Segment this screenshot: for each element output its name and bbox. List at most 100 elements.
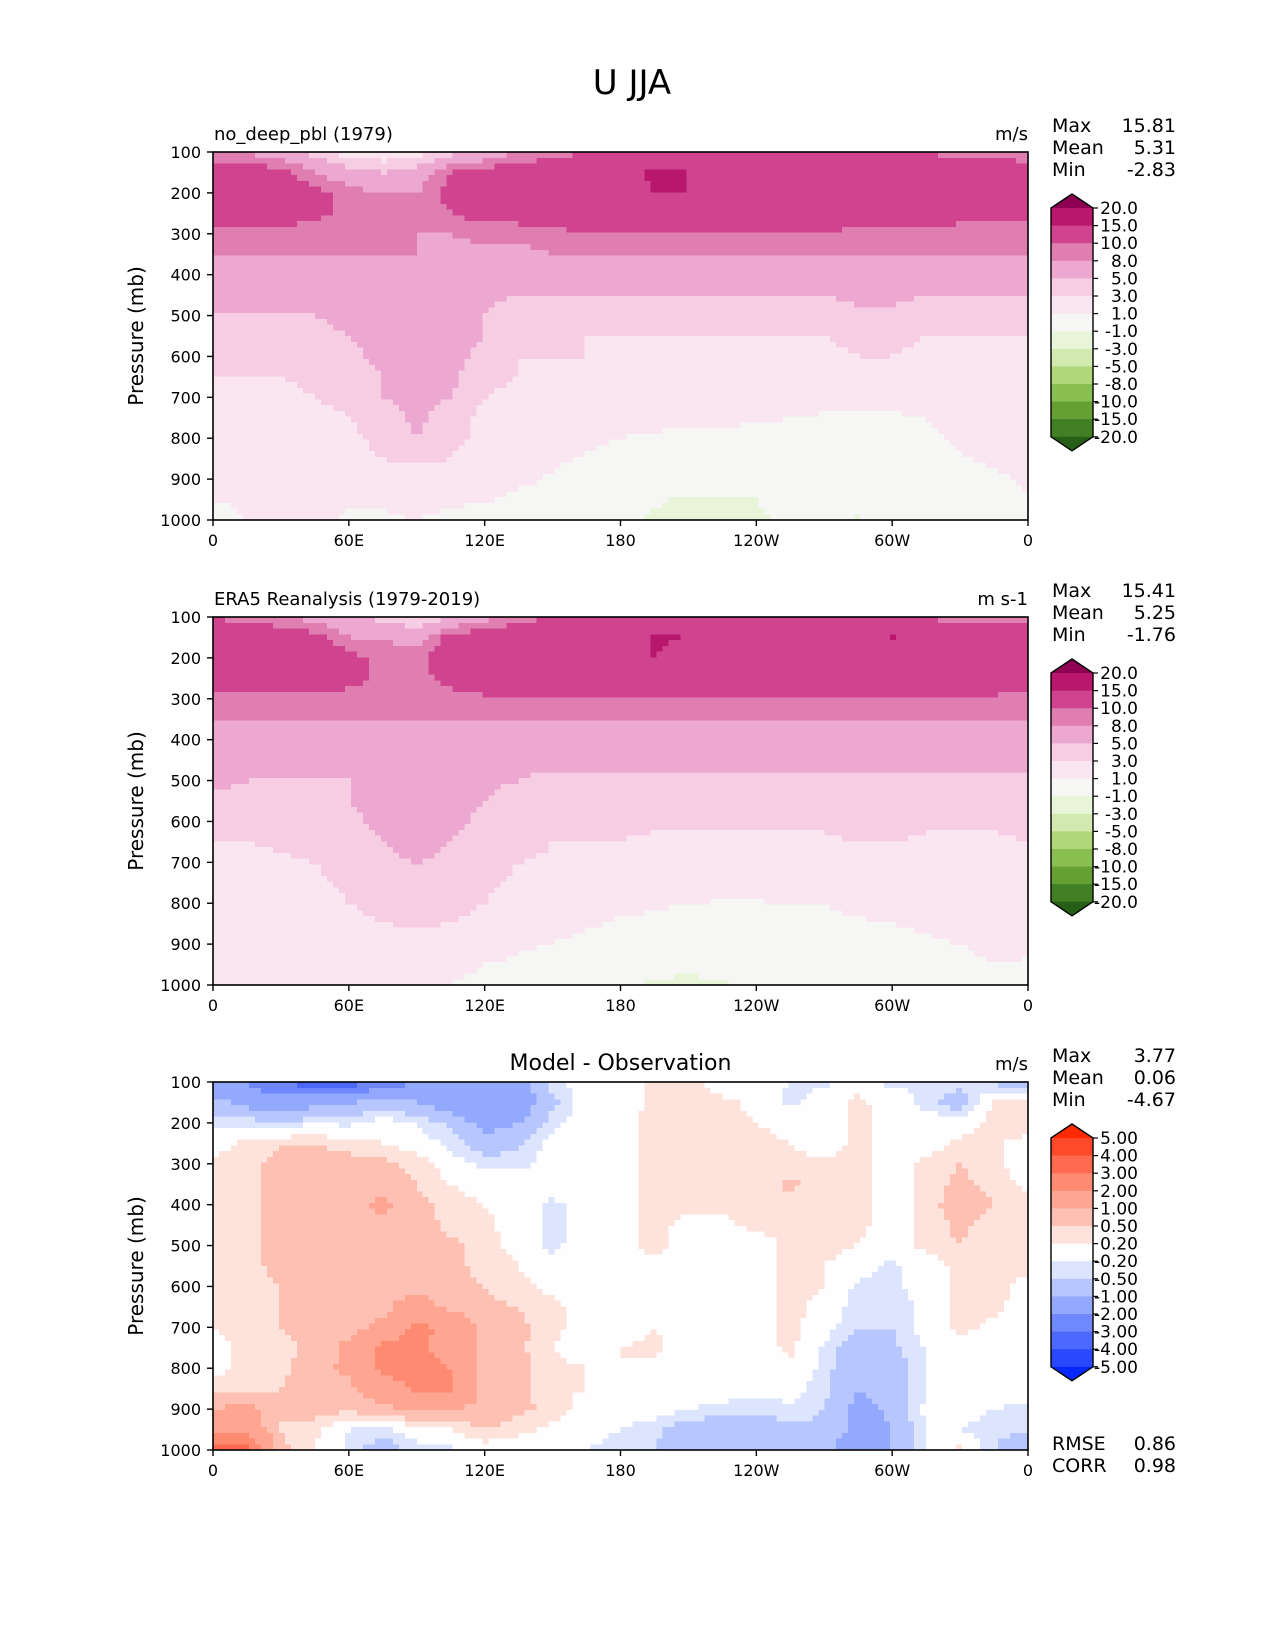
contour-cell bbox=[213, 956, 508, 963]
contour-cell bbox=[404, 410, 430, 418]
contour-cell bbox=[998, 1312, 1029, 1319]
contour-cell bbox=[776, 1289, 819, 1296]
contour-cell bbox=[213, 783, 232, 791]
contour-cell bbox=[404, 1421, 472, 1428]
contour-cell bbox=[278, 1421, 334, 1428]
contour-cell bbox=[350, 1122, 418, 1129]
contour-cell bbox=[338, 1409, 358, 1417]
contour-cell bbox=[872, 1110, 939, 1118]
contour-cell bbox=[398, 852, 436, 860]
contour-cell bbox=[512, 376, 1029, 383]
contour-cell bbox=[974, 950, 1029, 957]
contour-cell bbox=[890, 1438, 915, 1445]
contour-cell bbox=[974, 1128, 1029, 1135]
contour-cell bbox=[914, 1208, 945, 1215]
contour-cell bbox=[740, 1099, 783, 1106]
contour-cell bbox=[470, 818, 1029, 825]
contour-cell bbox=[722, 1093, 783, 1100]
contour-cell bbox=[638, 1122, 759, 1129]
contour-cell bbox=[890, 1427, 915, 1434]
x-tick-label: 60W bbox=[874, 1461, 910, 1480]
x-tick-label: 60W bbox=[874, 996, 910, 1015]
contour-field bbox=[213, 1082, 1029, 1451]
contour-cell bbox=[950, 1312, 999, 1319]
contour-cell bbox=[920, 1105, 951, 1112]
contour-cell bbox=[213, 439, 370, 446]
contour-cell bbox=[213, 628, 310, 635]
contour-cell bbox=[254, 1438, 274, 1445]
y-tick-label: 1000 bbox=[160, 511, 201, 530]
contour-cell bbox=[213, 875, 328, 883]
contour-cell bbox=[776, 1300, 807, 1307]
contour-cell bbox=[638, 1202, 873, 1210]
contour-cell bbox=[213, 502, 232, 510]
contour-cell bbox=[213, 864, 322, 871]
contour-cell bbox=[536, 1093, 556, 1100]
contour-cell bbox=[884, 1260, 897, 1267]
contour-cell bbox=[992, 1202, 1029, 1210]
contour-cell bbox=[476, 1375, 532, 1382]
contour-cell bbox=[290, 1363, 334, 1371]
contour-cell bbox=[902, 1266, 951, 1273]
contour-cell bbox=[848, 1099, 867, 1106]
contour-cell bbox=[938, 617, 1029, 624]
contour-cell bbox=[998, 1082, 1029, 1089]
contour-cell bbox=[470, 1317, 526, 1325]
colorbar-tick-label: 20.0 bbox=[1100, 664, 1138, 684]
contour-cell bbox=[332, 192, 442, 199]
contour-cell bbox=[914, 1237, 957, 1244]
contour-cell bbox=[416, 1151, 454, 1158]
contour-cell bbox=[506, 956, 987, 963]
contour-cell bbox=[974, 1105, 993, 1112]
contour-cell bbox=[548, 1248, 556, 1256]
contour-cell bbox=[950, 1306, 1005, 1313]
x-tick-label: 0 bbox=[1023, 996, 1033, 1015]
contour-cell bbox=[926, 1398, 1029, 1405]
contour-cell bbox=[914, 1214, 945, 1221]
colorbar-tick-label: 5.0 bbox=[1111, 269, 1138, 289]
contour-cell bbox=[284, 1329, 358, 1336]
contour-cell bbox=[213, 1225, 262, 1233]
contour-cell bbox=[638, 1225, 670, 1233]
contour-cell bbox=[260, 1444, 274, 1451]
contour-cell bbox=[213, 1444, 250, 1451]
contour-cell bbox=[644, 175, 688, 182]
contour-cell bbox=[602, 1438, 658, 1445]
contour-cell bbox=[344, 180, 424, 188]
contour-cell bbox=[326, 318, 484, 326]
contour-cell bbox=[458, 1185, 640, 1192]
contour-cell bbox=[488, 1438, 604, 1445]
contour-cell bbox=[938, 1202, 993, 1210]
contour-cell bbox=[356, 1082, 406, 1089]
contour-cell bbox=[986, 1208, 1029, 1215]
colorbar-tick-label: 2.00 bbox=[1100, 1182, 1138, 1202]
contour-cell bbox=[213, 1214, 262, 1221]
contour-cell bbox=[213, 1248, 262, 1256]
contour-cell bbox=[374, 451, 454, 458]
contour-cell bbox=[530, 1358, 568, 1365]
contour-cell bbox=[254, 841, 388, 848]
contour-cell bbox=[914, 1421, 927, 1428]
contour-cell bbox=[896, 634, 1029, 641]
contour-cell bbox=[968, 1110, 987, 1118]
contour-cell bbox=[398, 1145, 448, 1152]
contour-cell bbox=[392, 1306, 448, 1313]
contour-cell bbox=[272, 1444, 292, 1451]
contour-cell bbox=[380, 157, 388, 165]
contour-cell bbox=[620, 1346, 664, 1353]
contour-cell bbox=[213, 1438, 256, 1445]
contour-cell bbox=[800, 1323, 837, 1330]
contour-cell bbox=[980, 1323, 1029, 1330]
contour-cell bbox=[926, 1444, 957, 1451]
contour-cell bbox=[512, 864, 1029, 871]
contour-cell bbox=[962, 1444, 981, 1451]
contour-cell bbox=[213, 887, 340, 894]
contour-cell bbox=[213, 157, 286, 165]
contour-cell bbox=[926, 1381, 1029, 1388]
contour-cell bbox=[338, 1352, 376, 1359]
contour-cell bbox=[260, 1174, 412, 1181]
colorbar-swatch bbox=[1051, 725, 1093, 744]
contour-cell bbox=[848, 1335, 897, 1342]
contour-cell bbox=[776, 1266, 825, 1273]
contour-cell bbox=[572, 1087, 646, 1095]
